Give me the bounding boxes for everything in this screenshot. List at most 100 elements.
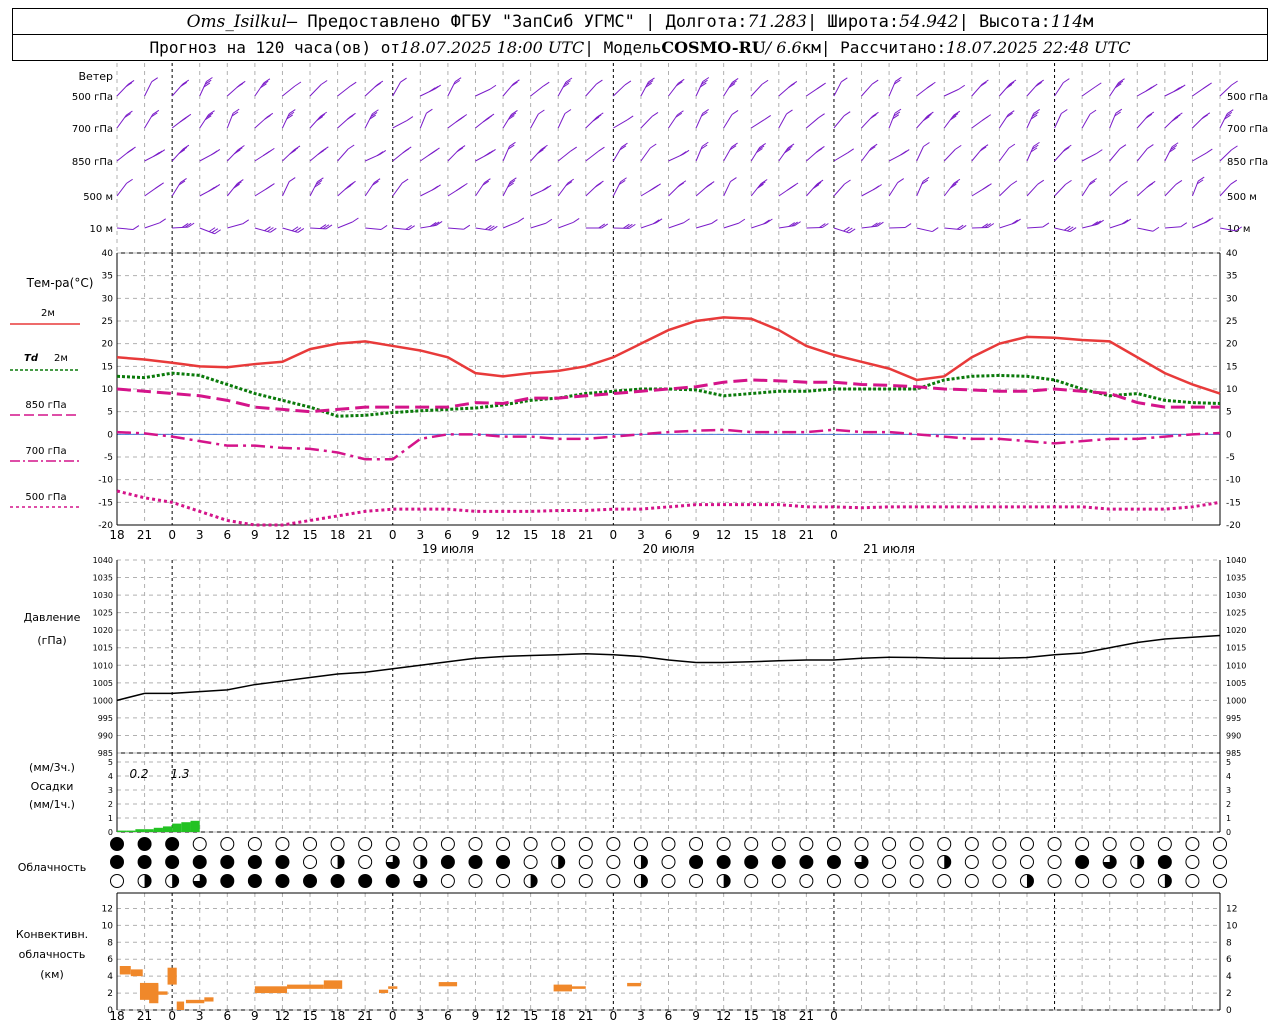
wind-barb-flag [683, 218, 690, 224]
cloud-symbol [1019, 874, 1034, 888]
wind-barb-flag [289, 109, 296, 114]
wind-barb [943, 144, 962, 162]
legend-td-prefix: Td [24, 353, 39, 364]
wind-barb-flag [320, 111, 328, 117]
conv-tick-left: 12 [102, 904, 113, 914]
cloud-fill [640, 855, 648, 869]
wind-barb-shaft [337, 148, 349, 162]
cloud-circle [275, 837, 290, 851]
wind-barb-flag [322, 224, 330, 230]
wind-barb-flag [1114, 83, 1122, 89]
wind-barb-flag [846, 227, 853, 233]
cloud-circle [523, 855, 538, 869]
wind-barb-flag [570, 146, 577, 152]
cloud-symbol [551, 837, 566, 851]
cloud-fill [144, 874, 152, 888]
wind-barb [612, 142, 628, 162]
cloud-symbol [1157, 855, 1172, 869]
precip-total-label: 0.2 [129, 767, 148, 781]
temp-tick-left: -20 [98, 521, 113, 531]
wind-barb-flag [1235, 226, 1243, 232]
cloud-circle [137, 855, 152, 869]
conv-tick-left: 4 [107, 972, 113, 982]
conv-bar [287, 984, 324, 989]
wind-barb-flag [1095, 82, 1102, 88]
precip-bar [181, 822, 191, 832]
wind-barb-flag [979, 146, 987, 152]
time-tick-label-bottom: 15 [744, 1009, 759, 1023]
wind-barb-flag [847, 148, 854, 154]
cloud-symbol [1102, 837, 1117, 851]
wind-barb-flag [125, 82, 133, 88]
wind-barb [806, 179, 824, 197]
wind-barb-shaft [1137, 227, 1154, 232]
wind-barb [916, 142, 930, 162]
wind-barb-flag [649, 143, 657, 149]
wind-barb-flag [315, 180, 323, 185]
wind-barb-flag [675, 112, 683, 118]
wind-barb-flag [401, 178, 409, 184]
cloud-symbol [137, 855, 152, 869]
cloud-circle [192, 855, 207, 869]
calc-label: | Рассчитано: [820, 38, 947, 57]
wind-barb-shaft [227, 223, 243, 229]
temp-series-0 [116, 316, 1221, 395]
conv-tick-left: 10 [102, 921, 114, 931]
wind-barb-flag [841, 77, 848, 83]
wind-barb-flag [601, 223, 609, 229]
wind-barb [116, 146, 136, 162]
cloud-circle [385, 874, 400, 888]
cloud-symbol [551, 874, 566, 888]
wind-barb-flag [1032, 111, 1039, 117]
wind-barb-flag [151, 112, 158, 118]
wind-barb [1081, 149, 1103, 162]
temp-tick-left: 25 [102, 317, 113, 327]
precip-total-label: 1.3 [170, 767, 189, 781]
wind-barb-flag [1008, 143, 1016, 149]
cloud-circle [358, 837, 373, 851]
wind-barb-shaft [1192, 152, 1207, 162]
wind-barb-flag [950, 183, 957, 189]
wind-barb [999, 218, 1021, 229]
cloud-circle [716, 855, 731, 869]
cloud-symbol [937, 855, 952, 869]
altitude-unit: м [1083, 11, 1094, 32]
time-tick-label-bottom: 12 [495, 1009, 510, 1023]
cloud-symbol [1047, 874, 1062, 888]
wind-barb-shaft [640, 116, 653, 129]
pressure-tick-left: 1010 [93, 661, 113, 670]
time-tick-label: 18 [771, 528, 786, 542]
wind-barb-flag [701, 79, 708, 85]
wind-barb [1164, 142, 1179, 162]
wind-barb-flag [646, 80, 654, 85]
cloud-symbol [1213, 855, 1227, 869]
wind-barb [1219, 80, 1238, 97]
cloud-symbol [964, 837, 979, 851]
wind-barb-flag [921, 179, 929, 185]
wind-barb-flag [484, 178, 491, 184]
cloud-symbol [1130, 855, 1145, 869]
wind-barb-flag [1037, 179, 1045, 185]
wind-barb-flag [594, 114, 602, 120]
conv-tick-left: 8 [107, 938, 113, 948]
wind-barb [640, 143, 657, 162]
wind-barb-flag [1226, 109, 1234, 115]
wind-barb [226, 108, 240, 129]
cloud-circle [1157, 855, 1172, 869]
conv-title-1: Конвективн. [16, 928, 88, 941]
cloud-circle [1047, 837, 1062, 851]
time-tick-label: 12 [716, 528, 731, 542]
cloud-circle [1019, 837, 1034, 851]
wind-barb-flag [759, 143, 766, 148]
cloud-circle [496, 874, 511, 888]
wind-barb-shaft [1219, 84, 1232, 97]
wind-barb-flag [510, 177, 517, 183]
cloud-circle [661, 855, 676, 869]
wind-barb-flag [203, 82, 211, 88]
pressure-tick-left: 1025 [93, 609, 113, 618]
wind-level-label: 10 м [90, 224, 113, 235]
wind-barb [971, 183, 992, 197]
wind-barb [420, 184, 441, 197]
wind-barb [199, 227, 221, 235]
wind-barb-flag [731, 109, 739, 115]
